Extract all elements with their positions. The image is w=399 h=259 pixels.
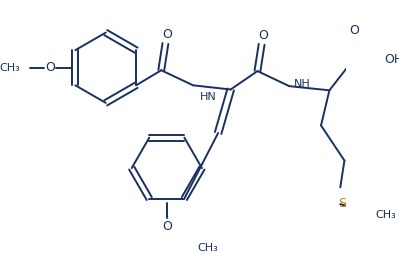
Text: O: O: [163, 220, 173, 233]
Text: CH₃: CH₃: [0, 63, 20, 73]
Text: HN: HN: [200, 92, 217, 102]
Text: OH: OH: [384, 53, 399, 66]
Text: S: S: [338, 197, 346, 210]
Text: O: O: [45, 61, 55, 74]
Text: O: O: [259, 28, 268, 42]
Text: CH₃: CH₃: [375, 210, 396, 220]
Text: CH₃: CH₃: [197, 243, 218, 253]
Text: NH: NH: [293, 79, 310, 89]
Text: O: O: [350, 24, 359, 37]
Text: O: O: [162, 28, 172, 41]
